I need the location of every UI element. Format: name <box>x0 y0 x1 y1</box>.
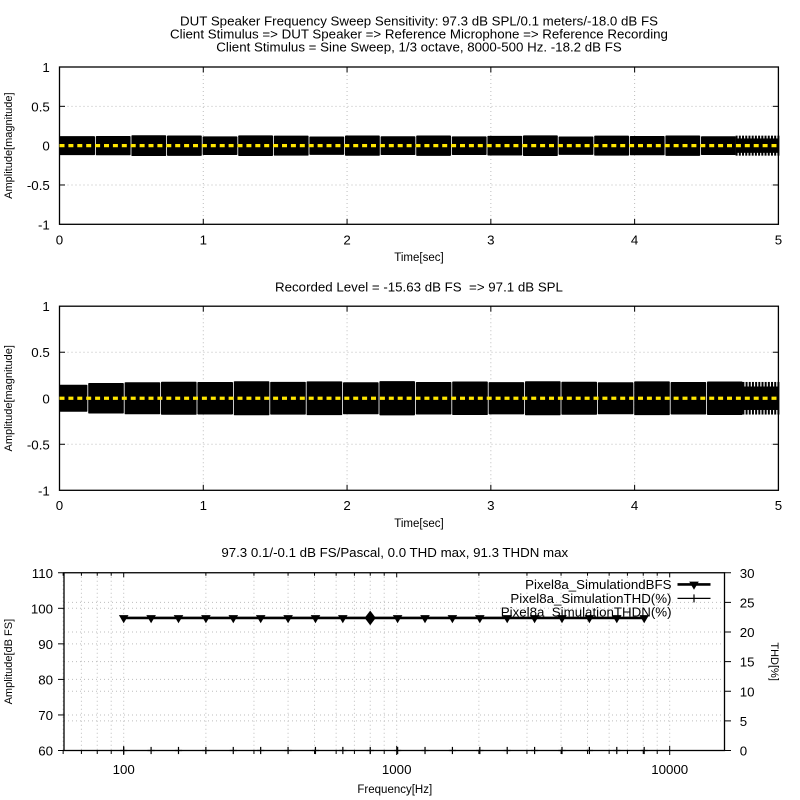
svg-text:30: 30 <box>740 566 755 581</box>
svg-text:Amplitude[magnitude]: Amplitude[magnitude] <box>3 345 15 451</box>
svg-text:4: 4 <box>631 232 638 247</box>
svg-text:0: 0 <box>56 498 63 513</box>
svg-text:97.3 0.1/-0.1 dB FS/Pascal, 0.: 97.3 0.1/-0.1 dB FS/Pascal, 0.0 THD max,… <box>221 545 568 560</box>
svg-text:10: 10 <box>740 684 755 699</box>
svg-text:-1: -1 <box>38 483 50 498</box>
svg-text:20: 20 <box>740 625 755 640</box>
svg-text:90: 90 <box>38 637 53 652</box>
svg-text:10000: 10000 <box>651 762 688 777</box>
svg-text:-0.5: -0.5 <box>27 437 50 452</box>
svg-text:15: 15 <box>740 655 755 670</box>
svg-text:Client Stimulus => DUT Speaker: Client Stimulus => DUT Speaker => Refere… <box>170 26 668 41</box>
svg-text:3: 3 <box>487 498 494 513</box>
svg-text:60: 60 <box>38 744 53 759</box>
svg-text:5: 5 <box>740 714 747 729</box>
svg-text:110: 110 <box>32 566 53 581</box>
svg-text:Client Stimulus = Sine Sweep,: Client Stimulus = Sine Sweep, 1/3 octave… <box>216 39 622 54</box>
svg-text:Amplitude[dB FS]: Amplitude[dB FS] <box>3 619 15 705</box>
svg-text:1: 1 <box>200 498 207 513</box>
svg-text:80: 80 <box>38 672 53 687</box>
svg-text:2: 2 <box>343 232 350 247</box>
svg-text:THD[%]: THD[%] <box>768 642 780 681</box>
svg-text:-0.5: -0.5 <box>27 178 50 193</box>
svg-text:Pixel8a_SimulationTHDN(%): Pixel8a_SimulationTHDN(%) <box>501 605 672 620</box>
svg-text:1000: 1000 <box>382 762 412 777</box>
svg-text:4: 4 <box>631 498 638 513</box>
svg-text:Pixel8a_SimulationdBFS: Pixel8a_SimulationdBFS <box>525 577 671 592</box>
svg-text:DUT Speaker Frequency Sweep Se: DUT Speaker Frequency Sweep Sensitivity:… <box>180 13 658 28</box>
svg-text:5: 5 <box>775 498 782 513</box>
svg-text:3: 3 <box>487 232 494 247</box>
svg-text:2: 2 <box>343 498 350 513</box>
svg-text:Amplitude[magnitude]: Amplitude[magnitude] <box>3 92 15 198</box>
svg-text:0: 0 <box>42 139 49 154</box>
svg-text:1: 1 <box>42 60 49 75</box>
svg-text:Recorded Level = -15.63 dB FS: Recorded Level = -15.63 dB FS => 97.1 dB… <box>275 279 563 294</box>
svg-text:5: 5 <box>775 232 782 247</box>
svg-text:0.5: 0.5 <box>31 345 50 360</box>
svg-text:1: 1 <box>42 299 49 314</box>
svg-text:0: 0 <box>740 744 747 759</box>
svg-text:Pixel8a_SimulationTHD(%): Pixel8a_SimulationTHD(%) <box>510 591 671 606</box>
svg-text:0: 0 <box>42 391 49 406</box>
svg-text:Frequency[Hz]: Frequency[Hz] <box>357 784 432 796</box>
svg-text:100: 100 <box>31 601 53 616</box>
svg-text:0: 0 <box>56 232 63 247</box>
svg-text:-1: -1 <box>38 217 50 232</box>
svg-text:70: 70 <box>38 708 53 723</box>
svg-text:0.5: 0.5 <box>31 99 50 114</box>
svg-text:Time[sec]: Time[sec] <box>394 252 443 264</box>
svg-text:1: 1 <box>200 232 207 247</box>
svg-text:25: 25 <box>740 595 755 610</box>
svg-text:Time[sec]: Time[sec] <box>394 518 443 530</box>
svg-text:100: 100 <box>113 762 135 777</box>
